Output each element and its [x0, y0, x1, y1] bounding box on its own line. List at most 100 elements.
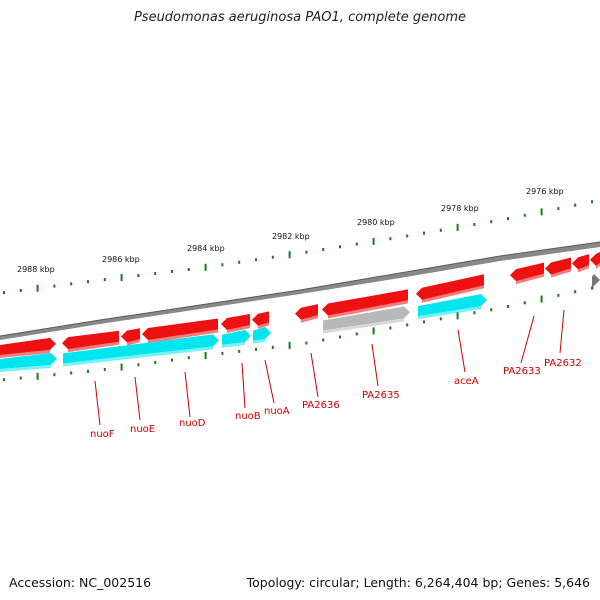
outer-tick	[339, 245, 341, 249]
inner-tick	[574, 290, 577, 294]
outer-tick	[53, 284, 56, 288]
gene-label: nuoE	[130, 424, 155, 435]
inner-tick	[423, 320, 425, 324]
minus-gene-shade	[418, 306, 481, 320]
leader-line	[457, 329, 466, 373]
outer-tick	[137, 274, 140, 278]
outer-tick	[36, 284, 39, 292]
kbp-scale-labels: 2976 kbp 2978 kbp 2980 kbp 2982 kbp 2984 kbp…	[17, 187, 564, 274]
outer-tick	[423, 231, 425, 235]
minus-gene	[222, 329, 251, 348]
plus-gene	[121, 328, 140, 346]
inner-tick	[305, 341, 308, 345]
plus-gene-body	[545, 257, 571, 275]
minus-gene-body	[323, 306, 410, 331]
inner-tick	[36, 372, 39, 380]
leader-line	[520, 315, 535, 364]
inner-tick	[473, 311, 476, 315]
minus-gene	[418, 294, 487, 320]
outer-tick	[288, 251, 291, 259]
plus-gene-shade	[0, 349, 50, 358]
outer-tick	[3, 291, 5, 295]
outer-tick	[238, 260, 241, 264]
leader-line	[310, 352, 319, 398]
plus-gene	[295, 304, 318, 323]
plus-gene-body	[221, 314, 250, 331]
outer-tick	[439, 228, 442, 232]
plus-gene	[416, 274, 484, 303]
gene-label: nuoA	[264, 406, 290, 417]
plus-gene-body	[572, 254, 589, 270]
inner-tick	[154, 360, 157, 364]
inner-tick	[591, 286, 593, 290]
outer-tick	[523, 213, 526, 217]
minus-gene-shade	[222, 341, 245, 348]
minus-gene-body	[418, 294, 487, 317]
minus-gene-body	[253, 327, 271, 341]
kbp-label: 2982 kbp	[272, 232, 310, 241]
inner-tick	[70, 371, 73, 375]
minus-gene-shade	[253, 339, 265, 344]
plus-gene-body	[0, 337, 56, 355]
inner-tick	[288, 341, 291, 349]
inner-tick	[3, 378, 5, 382]
kbp-label: 2978 kbp	[441, 204, 479, 213]
outer-tick	[372, 237, 375, 245]
outer-tick	[19, 288, 22, 292]
inner-tick	[137, 363, 140, 367]
leader-line	[241, 362, 246, 409]
inner-tick	[406, 323, 409, 327]
plus-gene-body	[121, 328, 140, 343]
leader-line	[184, 371, 191, 418]
outer-tick	[490, 220, 493, 224]
inner-tick	[87, 369, 89, 373]
outer-tick-ring	[3, 200, 593, 295]
leader-line	[559, 309, 565, 354]
inner-tick	[271, 345, 274, 349]
gene-label: PA2633	[503, 366, 541, 377]
outer-tick	[221, 263, 224, 267]
plus-gene-shade	[68, 341, 119, 353]
kbp-label: 2976 kbp	[526, 187, 564, 196]
map-title: Pseudomonas aeruginosa PAO1, complete ge…	[133, 10, 467, 25]
inner-tick	[355, 332, 358, 336]
minus-gene	[323, 306, 410, 334]
minus-gene	[0, 352, 57, 372]
plus-gene-body	[62, 330, 119, 350]
outer-tick	[103, 278, 106, 282]
plus-gene-body	[510, 262, 544, 282]
gene-label: PA2632	[544, 358, 582, 369]
inner-tick	[187, 356, 190, 360]
inner-tick	[238, 349, 241, 353]
leader-line	[371, 343, 379, 387]
kbp-label: 2980 kbp	[357, 218, 395, 227]
inner-tick	[523, 301, 526, 305]
plus-gene	[590, 252, 600, 269]
minus-gene	[63, 334, 219, 367]
outer-tick	[473, 223, 476, 227]
plus-gene-shade	[328, 300, 408, 319]
outer-tick	[389, 237, 392, 241]
outer-tick	[255, 258, 257, 262]
outer-tick	[271, 255, 274, 259]
inner-tick-ring	[3, 286, 593, 382]
outer-tick	[540, 208, 543, 216]
gene-label: PA2636	[302, 400, 340, 411]
gene-labels: nuoF nuoE nuoD nuoB nuoA PA2636 PA2635 aceA PA26…	[90, 309, 582, 440]
inner-tick	[53, 373, 56, 377]
plus-gene-shade	[301, 315, 318, 323]
inner-tick	[557, 293, 560, 297]
outer-tick	[187, 267, 190, 271]
outer-tick	[355, 242, 358, 246]
leader-line	[264, 359, 275, 404]
plus-gene	[62, 330, 119, 353]
backbone-band	[0, 242, 600, 340]
plus-gene	[0, 337, 56, 358]
inner-tick	[221, 351, 224, 355]
inner-tick	[171, 358, 173, 362]
outer-tick	[406, 234, 409, 238]
inner-tick	[19, 376, 22, 380]
inner-tick	[372, 327, 375, 335]
outer-tick	[591, 200, 593, 204]
